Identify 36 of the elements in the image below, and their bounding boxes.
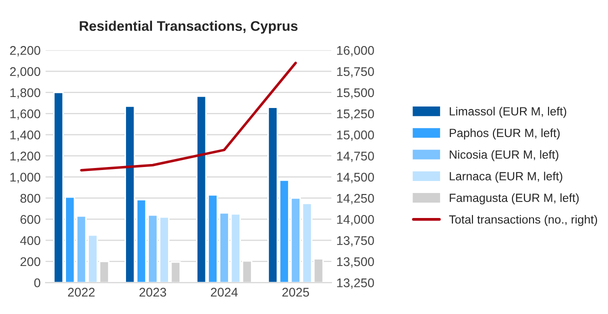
y2-tick-label: 13,500 <box>337 257 374 268</box>
legend-label: Famagusta (EUR M, left) <box>450 193 579 204</box>
x-tick-label: 2024 <box>210 288 238 297</box>
y-tick-label: 1,400 <box>10 130 40 141</box>
y-tick-label: 2,000 <box>10 67 40 78</box>
y-tick-label: 400 <box>20 236 40 246</box>
y-tick-label: 800 <box>20 194 40 203</box>
y2-tick-label: 15,750 <box>337 67 374 78</box>
x-tick-label: 2022 <box>68 288 95 297</box>
y-tick-label: 1,000 <box>10 172 40 184</box>
legend-label: Larnaca (EUR M, left) <box>450 172 562 183</box>
y2-tick-label: 15,000 <box>337 130 374 141</box>
y2-tick-label: 16,000 <box>337 46 374 56</box>
y2-tick-label: 13,750 <box>337 236 374 246</box>
legend-label: Paphos (EUR M, left) <box>450 128 560 140</box>
y-tick-label: 1,800 <box>10 88 40 99</box>
y-tick-label: 2,200 <box>10 46 40 56</box>
y-tick-label: 600 <box>20 215 40 224</box>
y-tick-label: 1,200 <box>10 152 40 162</box>
line-series <box>80 62 297 172</box>
y2-tick-label: 13,250 <box>337 278 374 289</box>
y-tick-label: 200 <box>20 257 40 266</box>
legend-label: Nicosia (EUR M, left) <box>450 150 558 162</box>
y2-tick-label: 15,500 <box>337 88 374 99</box>
y2-tick-label: 14,500 <box>337 172 374 184</box>
legend-label: Limassol (EUR M, left) <box>450 106 566 118</box>
y2-tick-label: 14,250 <box>337 194 374 204</box>
y2-tick-label: 14,000 <box>337 215 374 226</box>
y-tick-label: 1,600 <box>10 109 40 120</box>
y-tick-label: 0 <box>34 278 40 288</box>
legend-label: Total transactions (no., right) <box>449 214 598 226</box>
chart-title: Residential Transactions, Cyprus <box>80 20 298 34</box>
y2-tick-label: 14,750 <box>337 152 374 162</box>
x-tick-label: 2025 <box>282 288 310 297</box>
x-tick-label: 2023 <box>139 288 166 297</box>
y2-tick-label: 15,250 <box>337 109 374 120</box>
